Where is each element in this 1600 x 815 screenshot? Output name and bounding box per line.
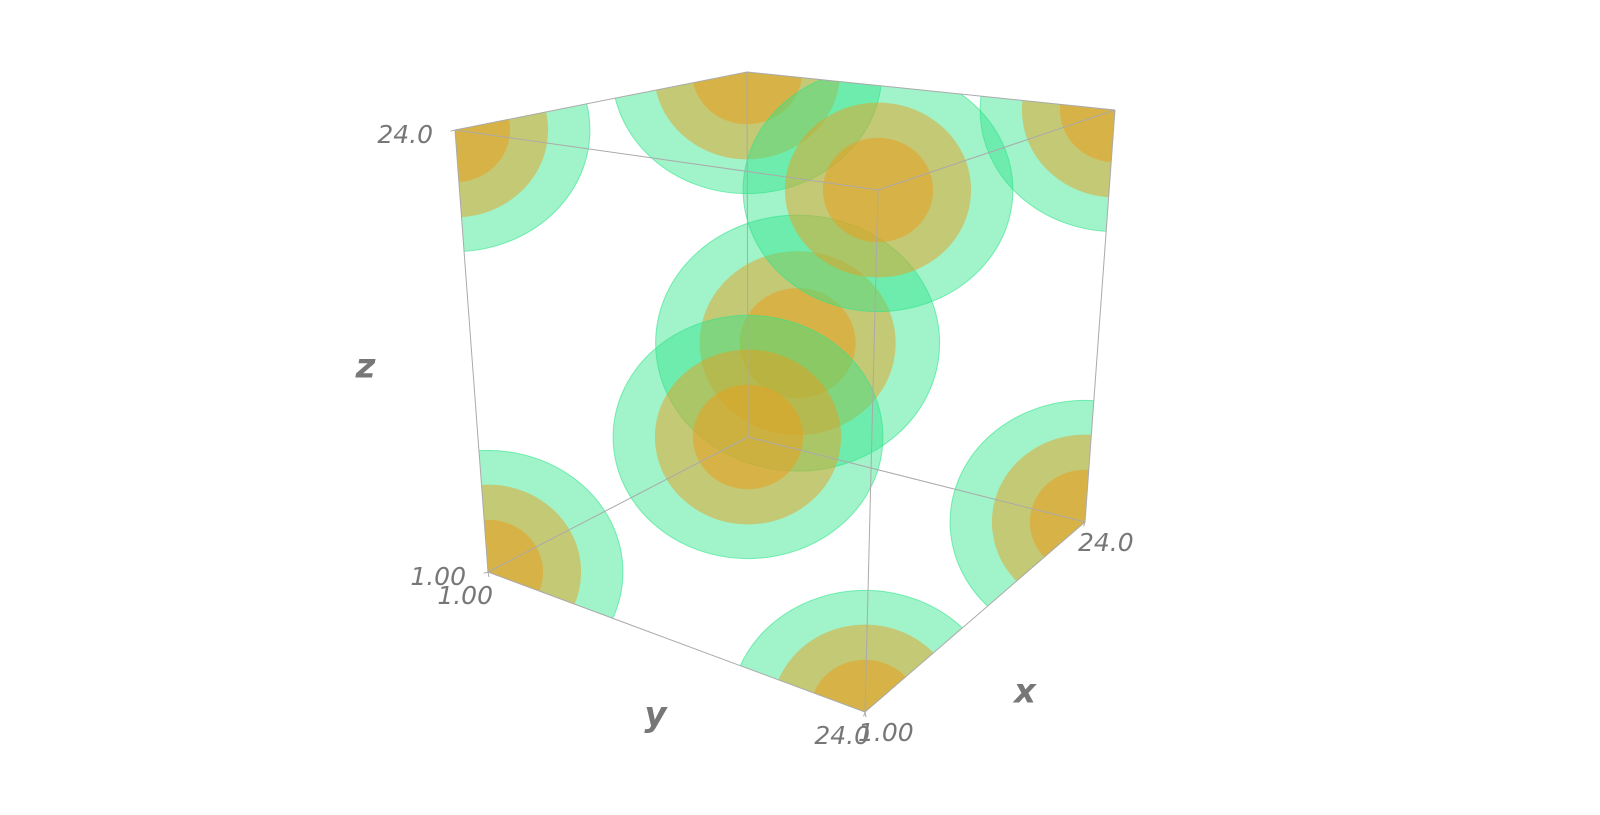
z-axis-title: z: [355, 347, 376, 387]
tick-mark: [487, 571, 490, 578]
outer-shell: [455, 72, 591, 253]
cube-edge: [1084, 109, 1116, 523]
tick-label: 24.0: [1078, 528, 1134, 557]
isosurfaces: [455, 72, 1115, 712]
tick-label: 24.0: [814, 721, 870, 750]
cube-edge: [877, 109, 1116, 191]
middle-shell: [653, 72, 841, 160]
tick-label: 1.00: [858, 718, 914, 747]
cube-edge: [487, 571, 866, 713]
tick-mark: [450, 129, 456, 132]
cube-edge: [746, 71, 749, 438]
inner-shell: [809, 659, 921, 712]
cube-edge: [864, 189, 879, 713]
cube-edge: [454, 129, 879, 191]
outer-shell: [729, 589, 1001, 712]
middle-shell: [1021, 72, 1115, 198]
tick-mark: [1083, 521, 1086, 527]
cube-edge: [454, 71, 748, 131]
tick-label: 1.00: [410, 562, 466, 591]
tick-label: 24.0: [377, 120, 433, 149]
tick-label: 1.00: [437, 581, 493, 610]
cube-edge: [747, 436, 1086, 523]
cube-edge: [487, 436, 749, 573]
cube-edge: [864, 521, 1086, 713]
cube-edge: [746, 71, 1116, 111]
tick-mark: [483, 571, 489, 574]
cube-edge: [454, 129, 489, 573]
y-axis-title: y: [644, 695, 668, 735]
tick-mark: [863, 711, 866, 717]
x-axis-title: x: [1012, 672, 1037, 712]
inner-shell: [691, 72, 803, 125]
